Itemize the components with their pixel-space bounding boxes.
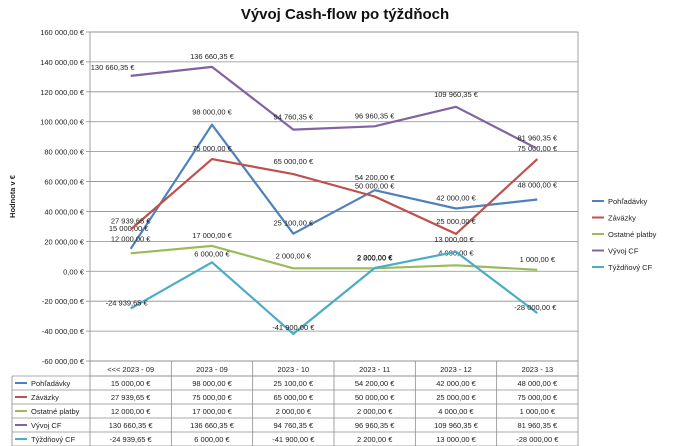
data-label: 17 000,00 €: [192, 231, 232, 240]
table-cell: 96 960,35 €: [355, 421, 395, 430]
table-cell: 25 100,00 €: [274, 379, 314, 388]
table-cell: 17 000,00 €: [192, 407, 232, 416]
data-label: 54 200,00 €: [355, 173, 395, 182]
table-cell: 98 000,00 €: [192, 379, 232, 388]
table-cell: 94 760,35 €: [274, 421, 314, 430]
table-cell: 15 000,00 €: [111, 379, 151, 388]
table-cell: 2 000,00 €: [276, 407, 312, 416]
y-tick-label: -40 000,00 €: [42, 327, 85, 336]
data-label: 98 000,00 €: [192, 108, 232, 117]
table-cell: 2 000,00 €: [357, 407, 393, 416]
data-label: 94 760,35 €: [274, 113, 314, 122]
table-cell: 75 000,00 €: [518, 393, 558, 402]
table-cell: 13 000,00 €: [436, 435, 476, 444]
table-cell: 50 000,00 €: [355, 393, 395, 402]
x-tick-label: 2023 - 13: [521, 365, 553, 374]
table-cell: 42 000,00 €: [436, 379, 476, 388]
y-tick-label: 140 000,00 €: [40, 58, 85, 67]
x-tick-label: 2023 - 10: [277, 365, 309, 374]
data-label: 50 000,00 €: [355, 182, 395, 191]
data-label: 109 960,35 €: [434, 90, 479, 99]
legend-label: Ostatné platby: [608, 230, 657, 239]
y-tick-label: -60 000,00 €: [42, 357, 85, 366]
table-series-name: Vývoj CF: [31, 421, 62, 430]
table-cell: 12 000,00 €: [111, 407, 151, 416]
table-cell: 4 000,00 €: [438, 407, 474, 416]
data-label: 75 000,00 €: [518, 144, 558, 153]
y-tick-label: 80 000,00 €: [44, 148, 84, 157]
data-label: 2 000,00 €: [276, 251, 312, 260]
legend-label: Záväzky: [608, 214, 636, 223]
y-tick-label: 40 000,00 €: [44, 207, 84, 216]
series-line-3: [130, 65, 538, 150]
legend-label: Vývoj CF: [608, 247, 639, 256]
legend-label: Pohľadávky: [608, 197, 648, 206]
table-series-name: Týždňový CF: [31, 435, 76, 444]
table-series-name: Ostatné platby: [31, 407, 80, 416]
y-tick-label: 120 000,00 €: [40, 88, 85, 97]
data-label: -41 900,00 €: [272, 323, 315, 332]
chart-title: Vývoj Cash-flow po týždňoch: [240, 6, 450, 23]
data-label: 48 000,00 €: [518, 180, 558, 189]
y-tick-label: 20 000,00 €: [44, 237, 84, 246]
y-tick-label: 0,00 €: [63, 267, 85, 276]
data-label: 2 000,00 €: [357, 253, 393, 262]
x-tick-label: 2023 - 12: [440, 365, 472, 374]
legend-label: Týždňový CF: [608, 263, 653, 272]
data-label: 1 000,00 €: [520, 255, 556, 264]
data-label: -28 000,00 €: [514, 303, 557, 312]
table-cell: 27 939,65 €: [111, 393, 151, 402]
data-label: 2 200,00 €: [357, 253, 393, 262]
data-label: 136 660,35 €: [190, 52, 235, 61]
data-label: 96 960,35 €: [355, 111, 395, 120]
data-label: 130 660,35 €: [91, 63, 136, 72]
series-line-4: [130, 250, 538, 335]
data-label: 12 000,00 €: [111, 234, 151, 243]
data-label: 27 939,65 €: [111, 216, 151, 225]
y-tick-label: 160 000,00 €: [40, 28, 85, 37]
x-tick-label: 2023 - 11: [359, 365, 390, 374]
series-line-0: [129, 123, 538, 250]
series-line-1: [129, 158, 539, 235]
table-series-name: Pohľadávky: [31, 379, 71, 388]
table-cell: 6 000,00 €: [194, 435, 230, 444]
data-label: 6 000,00 €: [194, 249, 230, 258]
y-axis-label: Hodnota v €: [8, 174, 17, 218]
table-cell: 2 200,00 €: [357, 435, 393, 444]
table-cell: 81 960,35 €: [518, 421, 558, 430]
table-cell: 54 200,00 €: [355, 379, 395, 388]
x-tick-label: 2023 - 09: [196, 365, 228, 374]
data-label: 75 000,00 €: [192, 144, 232, 153]
data-label: 25 000,00 €: [436, 217, 476, 226]
data-label: -24 939,65 €: [106, 299, 149, 308]
table-cell: -41 900,00 €: [272, 435, 315, 444]
plot-area: [89, 31, 579, 362]
data-label: 25 100,00 €: [274, 219, 314, 228]
data-label: 81 960,35 €: [518, 134, 558, 143]
y-tick-label: 60 000,00 €: [44, 178, 84, 187]
table-cell: 109 960,35 €: [434, 421, 479, 430]
series-line-2: [130, 244, 538, 271]
x-tick-label: <<< 2023 - 09: [107, 365, 154, 374]
table-cell: 65 000,00 €: [274, 393, 314, 402]
y-tick-label: 100 000,00 €: [40, 118, 85, 127]
table-cell: -24 939,65 €: [110, 435, 153, 444]
table-cell: 136 660,35 €: [190, 421, 235, 430]
table-cell: 25 000,00 €: [436, 393, 476, 402]
data-label: 15 000,00 €: [109, 224, 149, 233]
data-label: 65 000,00 €: [274, 157, 314, 166]
table-series-name: Záväzky: [31, 393, 59, 402]
y-tick-label: -20 000,00 €: [42, 297, 85, 306]
data-label: 42 000,00 €: [436, 193, 476, 202]
table-cell: 48 000,00 €: [518, 379, 558, 388]
data-label: 13 000,00 €: [434, 235, 474, 244]
table-cell: 75 000,00 €: [192, 393, 232, 402]
table-cell: -28 000,00 €: [516, 435, 559, 444]
table-cell: 1 000,00 €: [520, 407, 556, 416]
table-cell: 130 660,35 €: [109, 421, 154, 430]
